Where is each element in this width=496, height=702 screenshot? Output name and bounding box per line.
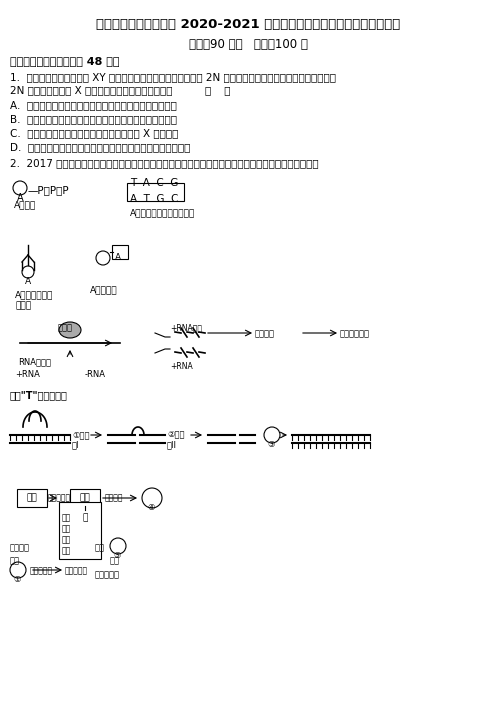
Text: 层次: 层次 — [110, 556, 120, 565]
Text: 核苷酸: 核苷酸 — [15, 301, 31, 310]
Text: +RNA: +RNA — [15, 370, 40, 379]
Text: D.  若此细胞处在分裂后期，则其产生两个子细胞的基因型不同: D. 若此细胞处在分裂后期，则其产生两个子细胞的基因型不同 — [10, 142, 190, 152]
Text: —P～P～P: —P～P～P — [27, 185, 68, 195]
Text: 两个"T"形成二聚体: 两个"T"形成二聚体 — [10, 390, 68, 400]
Text: 时间：90 分钟   分值：100 分: 时间：90 分钟 分值：100 分 — [188, 38, 308, 51]
Text: A：腺嘌呤核糖: A：腺嘌呤核糖 — [15, 290, 54, 299]
Text: 病毒蛋白: 病毒蛋白 — [255, 329, 275, 338]
Text: 新型冠状病毒: 新型冠状病毒 — [340, 329, 370, 338]
Text: A: A — [16, 193, 23, 203]
Text: A：腺嘌呤: A：腺嘌呤 — [90, 285, 118, 294]
FancyBboxPatch shape — [17, 489, 47, 507]
Circle shape — [264, 427, 280, 443]
Text: 现代: 现代 — [62, 513, 71, 522]
Text: 酶I: 酶I — [72, 440, 79, 449]
FancyBboxPatch shape — [70, 489, 100, 507]
Text: 进化的实现: 进化的实现 — [30, 566, 53, 575]
Text: 理论: 理论 — [62, 546, 71, 555]
FancyBboxPatch shape — [70, 509, 100, 527]
Circle shape — [142, 488, 162, 508]
Text: T  A  C  G: T A C G — [130, 178, 179, 188]
Text: +RNA片段: +RNA片段 — [170, 323, 202, 332]
Text: 包含: 包含 — [95, 543, 105, 552]
Text: 2N 条染色体，呈现 X 种不同形态，下列叙述正确的是          （    ）: 2N 条染色体，呈现 X 种不同形态，下列叙述正确的是 （ ） — [10, 85, 231, 95]
Text: C.  若此细胞处在分裂中期，则此细胞中含有 X 个四分体: C. 若此细胞处在分裂中期，则此细胞中含有 X 个四分体 — [10, 128, 179, 138]
Text: ①: ① — [13, 575, 20, 584]
Text: 1.  观察到一个性别决定为 XY 型的二倍体动物（正常体细胞内有 2N 条染色体）细胞正处在某分裂时期，含有: 1. 观察到一个性别决定为 XY 型的二倍体动物（正常体细胞内有 2N 条染色体… — [10, 72, 336, 82]
Text: 生物多样性: 生物多样性 — [95, 570, 120, 579]
Text: A  T  G  C: A T G C — [130, 194, 179, 204]
Text: 2.  2017 年诺贝尔获奖者在研究果蝇的羽化（从蛹变为蝇）昼夜节律过程中，克隆出野生型昼夜节律基因: 2. 2017 年诺贝尔获奖者在研究果蝇的羽化（从蛹变为蝇）昼夜节律过程中，克隆… — [10, 158, 318, 168]
Text: A: A — [24, 277, 31, 286]
Text: ②切开: ②切开 — [167, 430, 185, 439]
Text: +RNA: +RNA — [170, 362, 193, 371]
Text: 核糖体: 核糖体 — [58, 323, 73, 332]
Text: 酶II: 酶II — [167, 440, 177, 449]
Text: 进化: 进化 — [62, 535, 71, 544]
Text: 种群: 种群 — [27, 494, 37, 503]
Text: 生: 生 — [82, 513, 88, 522]
Text: ①切开: ①切开 — [72, 430, 89, 439]
Circle shape — [10, 562, 26, 578]
Text: ④: ④ — [147, 503, 154, 512]
Ellipse shape — [59, 322, 81, 338]
Text: 全部基因: 全部基因 — [10, 543, 30, 552]
Text: ⑤: ⑤ — [113, 551, 121, 560]
Text: 进化的单位: 进化的单位 — [48, 493, 71, 502]
Text: A: A — [115, 253, 121, 262]
FancyBboxPatch shape — [59, 502, 101, 559]
Circle shape — [13, 181, 27, 195]
Text: A.  若此细胞中有同源染色体，则此细胞只能进行有丝分裂: A. 若此细胞中有同源染色体，则此细胞只能进行有丝分裂 — [10, 100, 177, 110]
Text: RNA聚合酶: RNA聚合酶 — [18, 357, 51, 366]
Text: 理论核心: 理论核心 — [105, 493, 124, 502]
FancyBboxPatch shape — [112, 245, 128, 259]
Text: 进化的结果: 进化的结果 — [65, 566, 88, 575]
Circle shape — [96, 251, 110, 265]
Circle shape — [110, 538, 126, 554]
Text: 一、单选题（每题分，共 48 分）: 一、单选题（每题分，共 48 分） — [10, 56, 120, 66]
Text: A：腺苷: A：腺苷 — [14, 200, 36, 209]
Text: A：腺嘌呤脱氧核糖核苷酸: A：腺嘌呤脱氧核糖核苷酸 — [130, 208, 195, 217]
Text: ③: ③ — [267, 440, 274, 449]
Text: 导致: 导致 — [10, 556, 20, 565]
Text: 现代: 现代 — [80, 494, 90, 503]
Text: -RNA: -RNA — [85, 370, 106, 379]
FancyBboxPatch shape — [127, 183, 184, 201]
Text: 安徽省六安市舒城中学 2020-2021 学年上学期高二年级期末考试生物试卷: 安徽省六安市舒城中学 2020-2021 学年上学期高二年级期末考试生物试卷 — [96, 18, 400, 31]
Circle shape — [22, 266, 34, 278]
Text: B.  若此细胞中有染色单体，则此细胞不能是次级精母细胞: B. 若此细胞中有染色单体，则此细胞不能是次级精母细胞 — [10, 114, 177, 124]
Text: 生物: 生物 — [62, 524, 71, 533]
